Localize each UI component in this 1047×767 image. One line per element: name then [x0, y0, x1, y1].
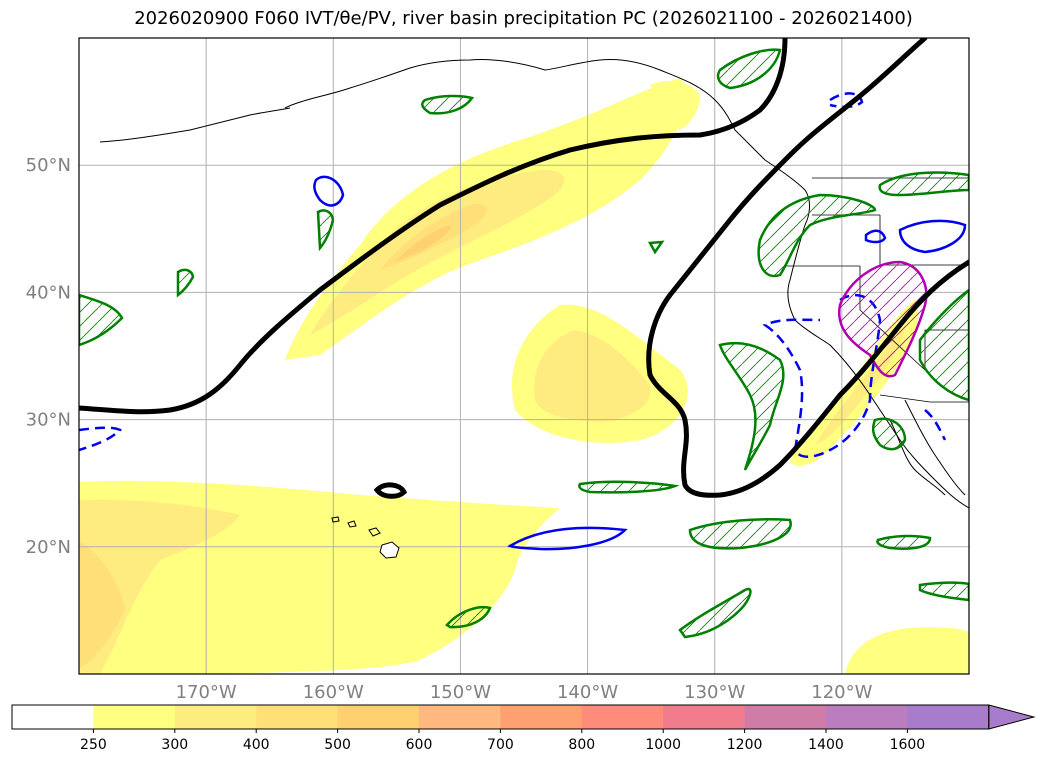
colorbar-segment [419, 705, 501, 729]
colorbar-segment [337, 705, 420, 729]
latitude-tick-label: 40°N [26, 282, 71, 303]
colorbar-segment [907, 705, 990, 729]
latitude-tick-label: 30°N [26, 410, 71, 431]
blue-dashed-north [829, 92, 864, 109]
blue-oregon [898, 219, 967, 254]
hawaii-big-island [379, 541, 400, 559]
ivt-south-band-400 [79, 540, 125, 668]
colorbar-segment [826, 705, 908, 729]
ivt-bc-coast [650, 81, 700, 130]
precip-contour [837, 260, 928, 378]
colorbar-segment [93, 705, 176, 729]
map-title: 2026020900 F060 IVT/θe/PV, river basin p… [134, 8, 913, 29]
ivt-blob-central-300 [534, 330, 651, 422]
contour-small-ring [373, 482, 408, 499]
pv-bc-coast [716, 48, 782, 90]
map-area [79, 38, 969, 674]
ivt-plume-north-500 [395, 225, 451, 262]
blue-small [864, 229, 887, 244]
pv-west-3 [316, 209, 335, 252]
pv-sub-2 [876, 534, 932, 550]
colorbar-segment [663, 705, 746, 729]
colorbar-segment [174, 705, 257, 729]
colorbar-tick-label: 700 [487, 737, 514, 753]
blue-dashed-west [79, 426, 123, 452]
pv-southwest [918, 288, 969, 402]
colorbar-tick-label: 500 [324, 737, 351, 753]
precip-basin-ca [837, 260, 928, 378]
hawaii-oahu [347, 520, 357, 528]
latitude-labels: 50°N 40°N 30°N 20°N [26, 155, 71, 558]
colorbar-tick-label: 1000 [645, 737, 681, 753]
longitude-labels: 170°W 160°W 150°W 140°W 130°W 120°W [176, 682, 873, 703]
colorbar-tick-label: 1600 [890, 737, 926, 753]
pv-baja-2 [871, 417, 907, 451]
pv-sub-1 [688, 518, 792, 550]
pv-sub-3 [678, 587, 752, 639]
us-mexico-border [879, 394, 969, 403]
pv-idaho [878, 171, 969, 197]
pv-sub-4 [445, 606, 492, 629]
colorbar-tick-label: 1200 [727, 737, 763, 753]
hawaii-maui [368, 527, 381, 537]
blue-dashed-mx [924, 409, 947, 441]
ivt-plume-north-300 [310, 169, 565, 335]
longitude-tick-label: 160°W [303, 682, 364, 703]
colorbar-tick-label: 250 [80, 737, 107, 753]
pv-baja [718, 341, 785, 471]
longitude-tick-label: 170°W [176, 682, 237, 703]
ivt-contours [79, 38, 969, 499]
colorbar-tick-label: 1400 [808, 737, 844, 753]
longitude-tick-label: 120°W [811, 682, 872, 703]
blue-subtropic [507, 526, 628, 551]
contour-main-north [79, 38, 788, 415]
hawaii-kauai [331, 516, 340, 523]
colorbar-tick-label: 400 [243, 737, 270, 753]
latitude-tick-label: 20°N [26, 537, 71, 558]
contour-trough [646, 38, 969, 498]
alaska-peninsula [99, 107, 291, 143]
map-frame [78, 37, 970, 675]
colorbar-segment [12, 705, 94, 729]
pv-small-1 [647, 240, 665, 255]
longitude-tick-label: 140°W [557, 682, 618, 703]
colorbar-segment [500, 705, 583, 729]
ivt-colorbar: 250 300 400 500 600 700 800 1000 1200 1400 1600 [11, 704, 1036, 753]
latitude-tick-label: 50°N [26, 155, 71, 176]
colorbar-tick-label: 300 [161, 737, 188, 753]
blue-northwest [313, 175, 345, 207]
colorbar-segment [744, 705, 827, 729]
colorbar-tick-label: 800 [568, 737, 595, 753]
colorbar-segment [581, 705, 664, 729]
colorbar-tick-label: 600 [406, 737, 433, 753]
blue-contours [79, 92, 967, 551]
pv-west-edge [79, 293, 124, 347]
colorbar-extend-arrow [988, 704, 1036, 730]
ivt-southeast [845, 627, 969, 674]
longitude-tick-label: 130°W [684, 682, 745, 703]
pv-east-ne [918, 581, 969, 602]
gulf-california [904, 399, 966, 496]
colorbar-segment [256, 705, 339, 729]
pv-contours [79, 48, 969, 639]
pv-west-2 [176, 268, 195, 298]
longitude-tick-label: 150°W [430, 682, 491, 703]
pv-pacnw [757, 193, 877, 278]
pv-hawaii-east [578, 480, 680, 494]
pv-gulf-alaska [421, 94, 475, 115]
ivt-south-band-300 [79, 499, 240, 674]
